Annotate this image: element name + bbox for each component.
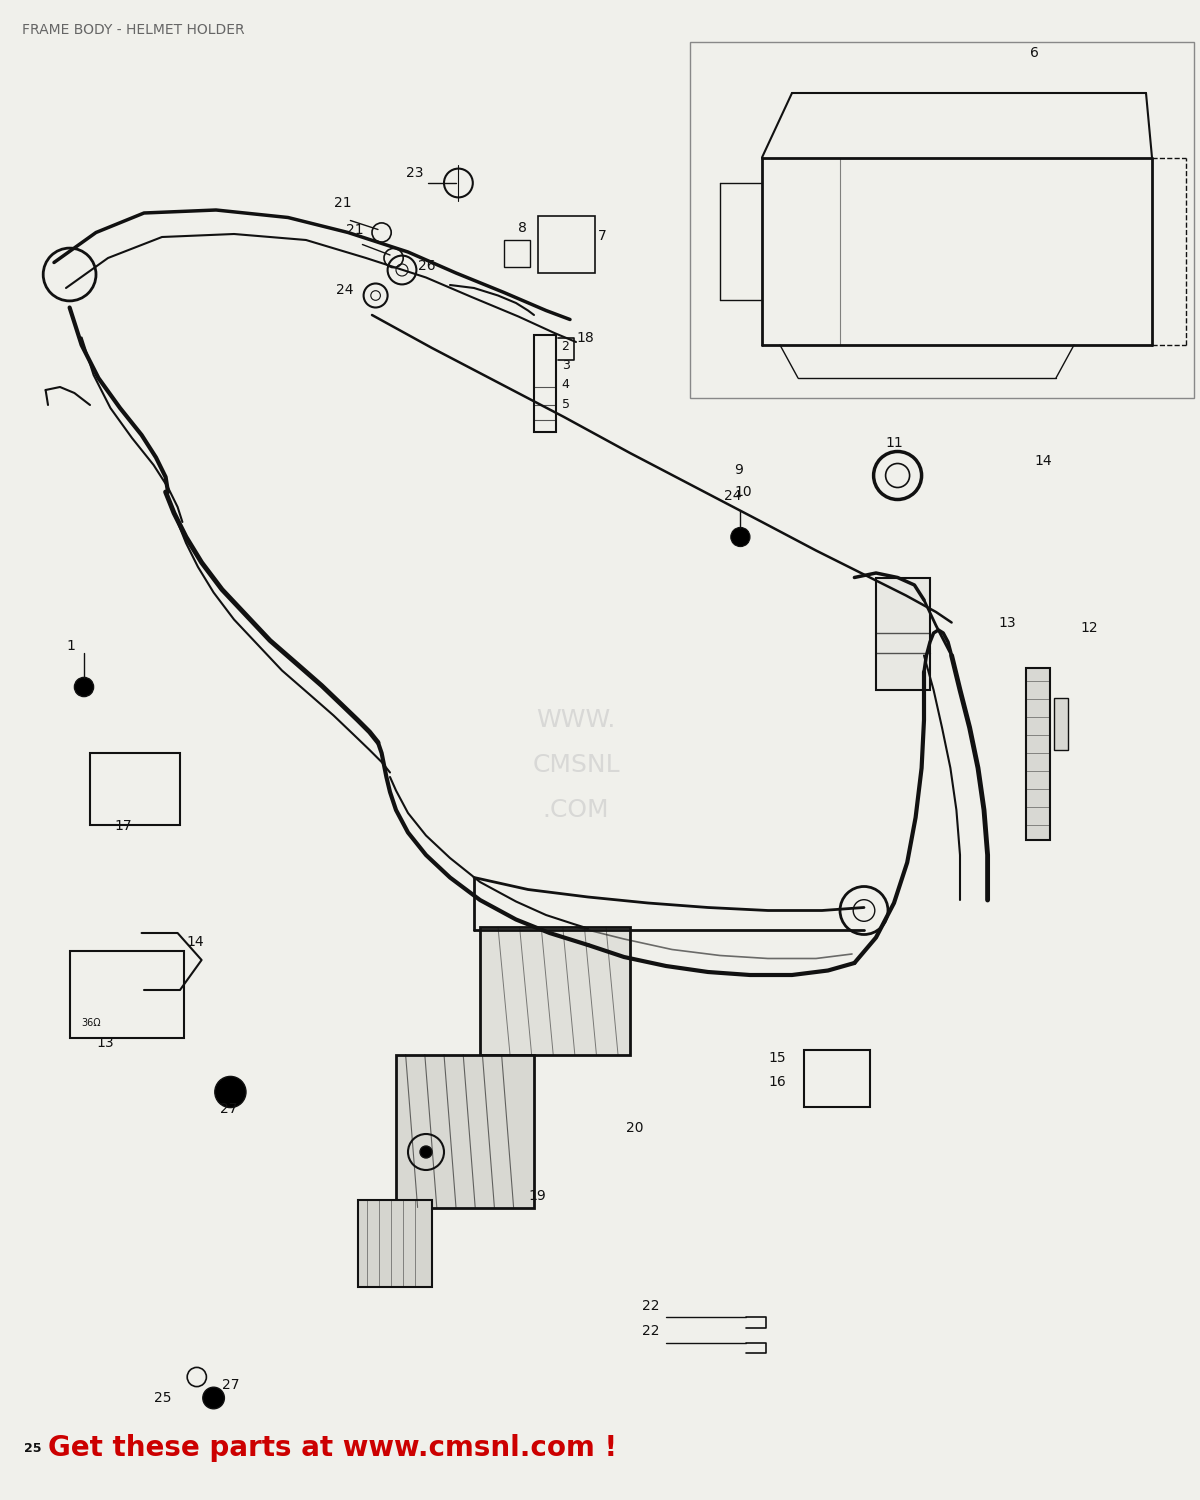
Text: 27: 27 — [220, 1102, 238, 1116]
Text: 9: 9 — [734, 464, 743, 477]
Bar — [1054, 698, 1068, 750]
Text: 36Ω: 36Ω — [82, 1017, 101, 1028]
Circle shape — [215, 1077, 246, 1107]
Text: 7: 7 — [598, 230, 606, 243]
Text: 24: 24 — [724, 489, 742, 502]
Bar — [396, 1054, 534, 1208]
Bar — [538, 216, 595, 273]
Circle shape — [420, 1146, 432, 1158]
Text: 11: 11 — [886, 436, 904, 450]
Bar — [534, 334, 556, 432]
Text: 3: 3 — [562, 358, 570, 372]
Text: 24: 24 — [336, 284, 354, 297]
Bar — [90, 753, 180, 825]
Text: 10: 10 — [734, 486, 752, 500]
Text: FRAME BODY - HELMET HOLDER: FRAME BODY - HELMET HOLDER — [22, 24, 245, 38]
Text: 14: 14 — [1034, 454, 1052, 468]
Text: 6: 6 — [1030, 46, 1038, 60]
Text: 23: 23 — [406, 166, 424, 180]
Text: 12: 12 — [1080, 621, 1098, 634]
Text: 14: 14 — [186, 936, 204, 950]
Text: 22: 22 — [642, 1299, 660, 1312]
Circle shape — [203, 1388, 224, 1408]
Text: 27: 27 — [222, 1378, 240, 1392]
Text: 4: 4 — [562, 378, 570, 392]
Text: Get these parts at www.cmsnl.com !: Get these parts at www.cmsnl.com ! — [48, 1434, 617, 1462]
Text: 15: 15 — [768, 1052, 786, 1065]
Text: WWW.: WWW. — [536, 708, 616, 732]
Text: 5: 5 — [562, 398, 570, 411]
Bar — [480, 927, 630, 1054]
Bar — [504, 240, 530, 267]
Text: 8: 8 — [518, 222, 527, 236]
Text: 21: 21 — [334, 196, 352, 210]
Bar — [804, 1050, 870, 1107]
Text: .COM: .COM — [542, 798, 610, 822]
Text: 16: 16 — [768, 1076, 786, 1089]
Text: 22: 22 — [642, 1324, 660, 1338]
Text: 19: 19 — [528, 1190, 546, 1203]
Circle shape — [74, 678, 94, 696]
Bar — [70, 951, 184, 1038]
Circle shape — [731, 528, 750, 546]
Text: 1: 1 — [66, 639, 74, 652]
Text: 13: 13 — [998, 616, 1016, 630]
Bar — [876, 578, 930, 690]
Text: 21: 21 — [346, 224, 364, 237]
Text: 13: 13 — [96, 1036, 114, 1050]
Text: 20: 20 — [626, 1122, 644, 1136]
Bar — [358, 1200, 432, 1287]
Text: 17: 17 — [114, 819, 132, 833]
Text: CMSNL: CMSNL — [532, 753, 620, 777]
Text: 2: 2 — [562, 339, 570, 352]
Bar — [1026, 668, 1050, 840]
Text: 25: 25 — [154, 1392, 172, 1406]
Text: 18: 18 — [576, 332, 594, 345]
Text: 25: 25 — [24, 1442, 42, 1455]
Text: 26: 26 — [418, 260, 436, 273]
Bar — [690, 42, 1194, 398]
